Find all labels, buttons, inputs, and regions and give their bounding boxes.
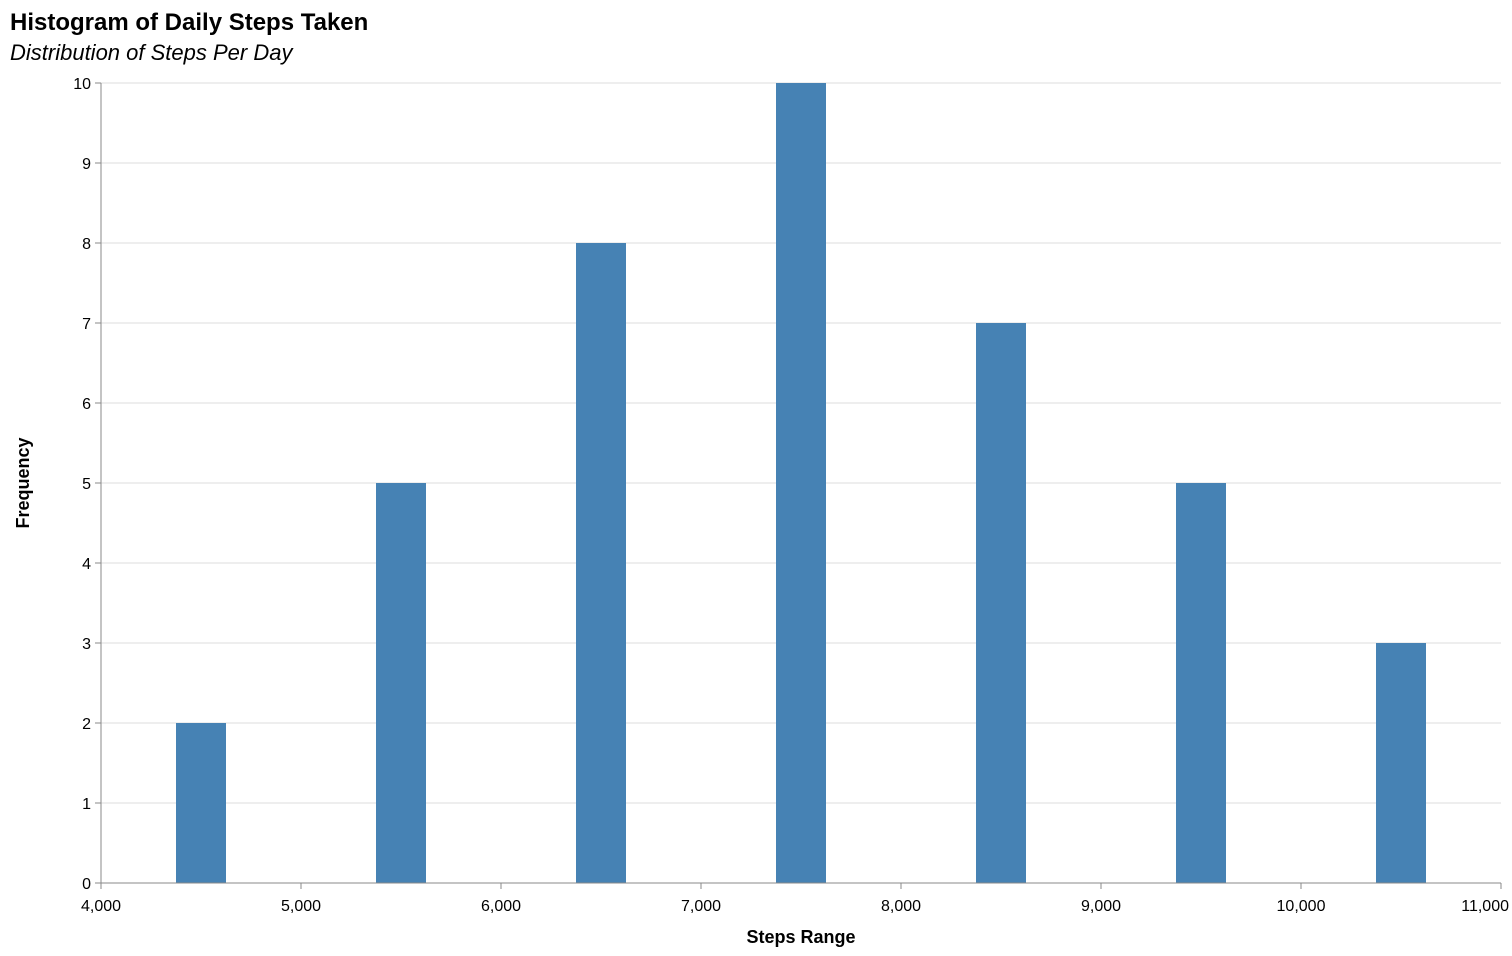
bars — [176, 83, 1426, 883]
axes: 0 1 2 3 4 5 6 7 8 9 10 4,000 5,000 6,000 7,000 8,000 9,0… — [73, 76, 1509, 915]
y-axis-title: Frequency — [13, 437, 33, 528]
x-tick-label: 9,000 — [1081, 898, 1121, 915]
y-tick-label: 5 — [82, 476, 91, 493]
x-tick-label: 10,000 — [1277, 898, 1326, 915]
y-tick-label: 0 — [82, 876, 91, 893]
x-tick-label: 5,000 — [281, 898, 321, 915]
chart-title: Histogram of Daily Steps Taken — [10, 9, 368, 36]
y-tick-label: 4 — [82, 556, 91, 573]
histogram-bar — [976, 323, 1026, 883]
histogram-bar — [776, 83, 826, 883]
x-tick-label: 8,000 — [881, 898, 921, 915]
x-tick-label: 4,000 — [81, 898, 121, 915]
histogram-bar — [1176, 483, 1226, 883]
x-tick-label: 6,000 — [481, 898, 521, 915]
histogram-bar — [176, 723, 226, 883]
y-tick-label: 3 — [82, 636, 91, 653]
histogram-bar — [376, 483, 426, 883]
y-tick-label: 1 — [82, 796, 91, 813]
histogram-bar — [576, 243, 626, 883]
y-tick-label: 6 — [82, 396, 91, 413]
x-axis-title: Steps Range — [746, 927, 855, 947]
x-tick-label: 7,000 — [681, 898, 721, 915]
y-tick-label: 7 — [82, 316, 91, 333]
histogram-bar — [1376, 643, 1426, 883]
y-tick-label: 9 — [82, 156, 91, 173]
y-tick-label: 10 — [73, 76, 91, 93]
y-tick-label: 8 — [82, 236, 91, 253]
x-tick-label: 11,000 — [1461, 898, 1509, 915]
chart-subtitle: Distribution of Steps Per Day — [10, 40, 294, 65]
y-tick-label: 2 — [82, 716, 91, 733]
